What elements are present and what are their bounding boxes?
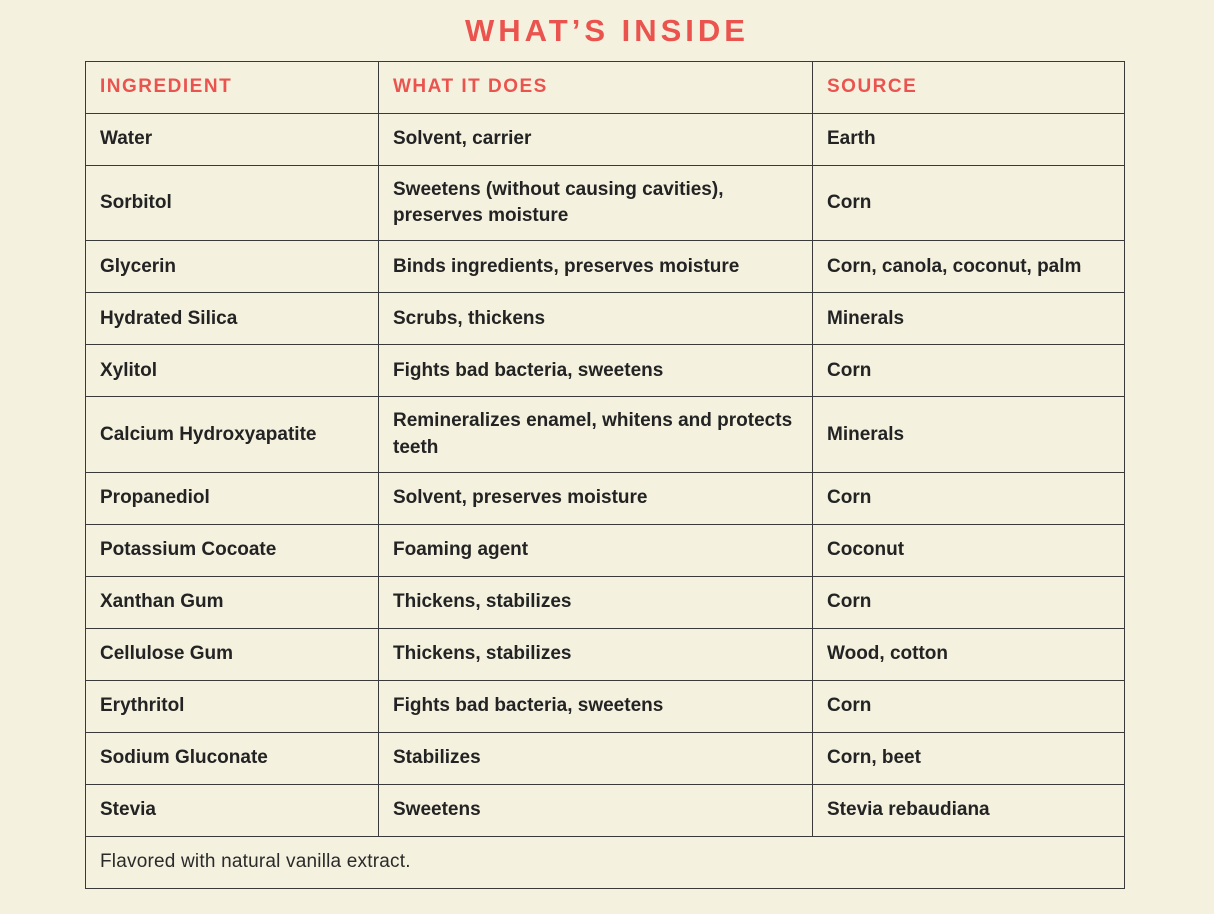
table-row: Calcium Hydroxyapatite Remineralizes ena…: [85, 396, 1125, 473]
what-it-does-cell: Solvent, preserves moisture: [378, 471, 813, 525]
table-footer: Flavored with natural vanilla extract.: [85, 835, 1125, 889]
table-row: Potassium Cocoate Foaming agent Coconut: [85, 523, 1125, 577]
ingredient-cell: Calcium Hydroxyapatite: [85, 396, 379, 473]
table-row: Xylitol Fights bad bacteria, sweetens Co…: [85, 344, 1125, 398]
table-row: Sorbitol Sweetens (without causing cavit…: [85, 164, 1125, 242]
table-row: Hydrated Silica Scrubs, thickens Mineral…: [85, 292, 1125, 346]
source-cell: Corn: [812, 344, 1125, 398]
source-cell: Corn: [812, 575, 1125, 629]
what-it-does-cell: Stabilizes: [378, 731, 813, 785]
ingredient-cell: Xanthan Gum: [85, 575, 379, 629]
table-row: Glycerin Binds ingredients, preserves mo…: [85, 240, 1125, 294]
footer-row: Flavored with natural vanilla extract.: [85, 835, 1125, 889]
what-it-does-cell: Sweetens (without causing cavities), pre…: [378, 164, 813, 242]
what-it-does-cell: Fights bad bacteria, sweetens: [378, 679, 813, 733]
source-cell: Corn: [812, 164, 1125, 242]
what-it-does-cell: Thickens, stabilizes: [378, 627, 813, 681]
table-row: Propanediol Solvent, preserves moisture …: [85, 471, 1125, 525]
page-title: WHAT’S INSIDE: [465, 13, 749, 48]
ingredient-cell: Xylitol: [85, 344, 379, 398]
ingredient-cell: Potassium Cocoate: [85, 523, 379, 577]
table-row: Water Solvent, carrier Earth: [85, 113, 1125, 166]
header-ingredient: INGREDIENT: [85, 61, 379, 114]
ingredient-cell: Hydrated Silica: [85, 292, 379, 346]
ingredients-table: INGREDIENT WHAT IT DOES SOURCE Water Sol…: [85, 61, 1125, 889]
table-row: Sodium Gluconate Stabilizes Corn, beet: [85, 731, 1125, 785]
table-row: Erythritol Fights bad bacteria, sweetens…: [85, 679, 1125, 733]
table-row: Xanthan Gum Thickens, stabilizes Corn: [85, 575, 1125, 629]
table-row: Stevia Sweetens Stevia rebaudiana: [85, 783, 1125, 837]
header-row: INGREDIENT WHAT IT DOES SOURCE: [85, 61, 1125, 114]
ingredient-cell: Glycerin: [85, 240, 379, 294]
ingredient-cell: Propanediol: [85, 471, 379, 525]
what-it-does-cell: Foaming agent: [378, 523, 813, 577]
what-it-does-cell: Thickens, stabilizes: [378, 575, 813, 629]
table-body: Water Solvent, carrier Earth Sorbitol Sw…: [85, 113, 1125, 837]
ingredient-cell: Water: [85, 113, 379, 166]
ingredient-cell: Sorbitol: [85, 164, 379, 242]
footer-note: Flavored with natural vanilla extract.: [85, 835, 1125, 889]
source-cell: Wood, cotton: [812, 627, 1125, 681]
source-cell: Minerals: [812, 396, 1125, 473]
source-cell: Earth: [812, 113, 1125, 166]
source-cell: Minerals: [812, 292, 1125, 346]
table-row: Cellulose Gum Thickens, stabilizes Wood,…: [85, 627, 1125, 681]
header-what-it-does: WHAT IT DOES: [378, 61, 813, 114]
table-header: INGREDIENT WHAT IT DOES SOURCE: [85, 61, 1125, 114]
what-it-does-cell: Sweetens: [378, 783, 813, 837]
ingredient-cell: Cellulose Gum: [85, 627, 379, 681]
header-source: SOURCE: [812, 61, 1125, 114]
ingredient-cell: Sodium Gluconate: [85, 731, 379, 785]
what-it-does-cell: Scrubs, thickens: [378, 292, 813, 346]
what-it-does-cell: Binds ingredients, preserves moisture: [378, 240, 813, 294]
what-it-does-cell: Remineralizes enamel, whitens and protec…: [378, 396, 813, 473]
source-cell: Stevia rebaudiana: [812, 783, 1125, 837]
source-cell: Corn, canola, coconut, palm: [812, 240, 1125, 294]
what-it-does-cell: Solvent, carrier: [378, 113, 813, 166]
ingredient-cell: Stevia: [85, 783, 379, 837]
source-cell: Corn: [812, 679, 1125, 733]
source-cell: Corn, beet: [812, 731, 1125, 785]
source-cell: Corn: [812, 471, 1125, 525]
source-cell: Coconut: [812, 523, 1125, 577]
what-it-does-cell: Fights bad bacteria, sweetens: [378, 344, 813, 398]
ingredient-cell: Erythritol: [85, 679, 379, 733]
